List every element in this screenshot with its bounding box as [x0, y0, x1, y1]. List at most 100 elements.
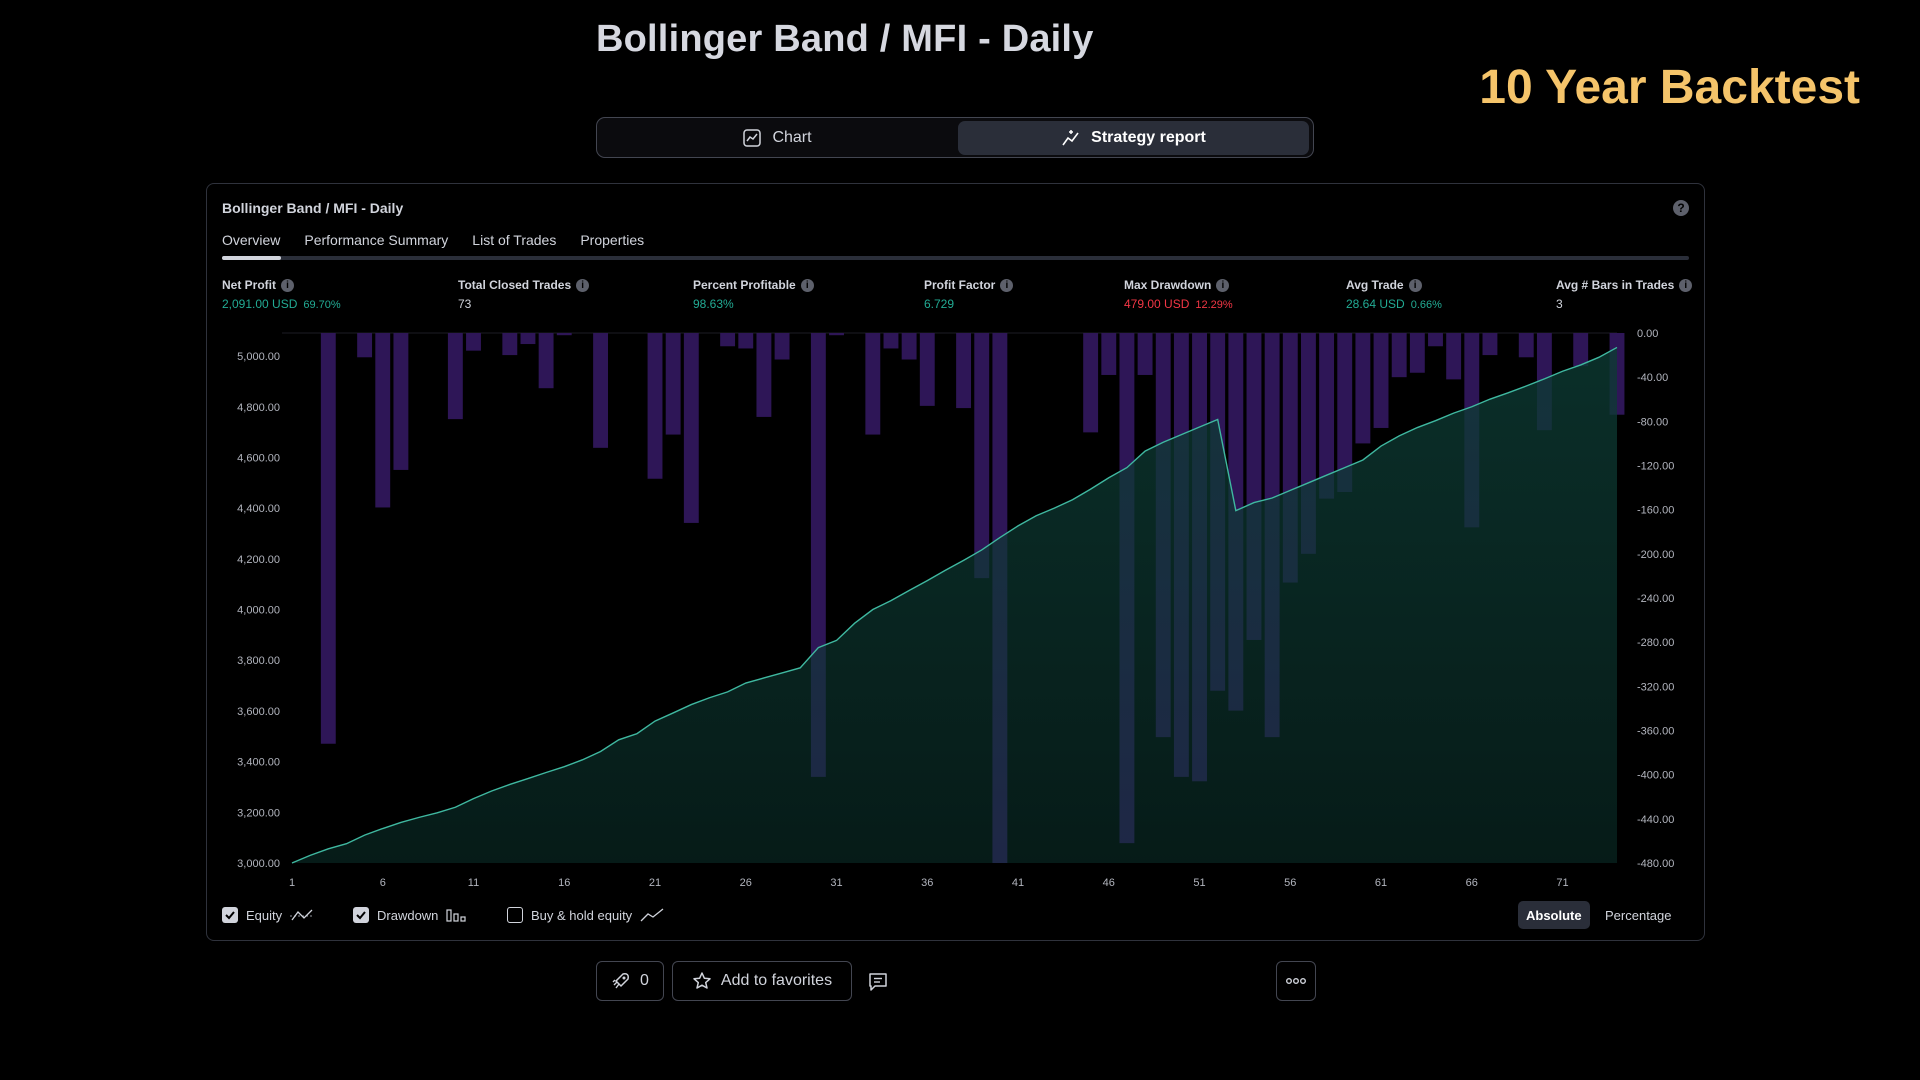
- drawdown-checkbox[interactable]: [353, 907, 369, 923]
- tab-properties[interactable]: Properties: [580, 232, 645, 248]
- metric-net-profit: Net Profit i 2,091.00 USD 69.70%: [222, 278, 341, 311]
- help-icon[interactable]: ?: [1673, 200, 1689, 216]
- metric-value: 28.64 USD: [1346, 297, 1405, 311]
- drawdown-bar: [829, 333, 844, 336]
- drawdown-bar: [974, 333, 990, 579]
- drawdown-bar: [883, 333, 899, 349]
- x-axis-tick-label: 61: [1375, 877, 1387, 889]
- x-axis-tick-label: 41: [1012, 877, 1024, 889]
- drawdown-bar: [919, 333, 935, 406]
- x-axis-tick-label: 11: [468, 877, 479, 889]
- chart-tab-button[interactable]: Chart: [600, 121, 954, 155]
- tab-performance-summary[interactable]: Performance Summary: [304, 232, 449, 248]
- legend-drawdown[interactable]: Drawdown: [353, 907, 467, 923]
- strategy-report-icon: [1062, 130, 1079, 146]
- x-axis-tick-label: 16: [558, 877, 570, 889]
- drawdown-bar: [393, 333, 409, 470]
- metric-label: Total Closed Trades: [458, 278, 572, 292]
- drawdown-bar: [447, 333, 463, 420]
- metric-label: Avg Trade: [1346, 278, 1404, 292]
- percentage-toggle-button[interactable]: Percentage: [1605, 907, 1672, 923]
- buy-hold-checkbox[interactable]: [507, 907, 523, 923]
- equity-drawdown-chart[interactable]: 5,000.00 4,800.00 4,600.00 4,400.00 4,200.00…: [207, 184, 1704, 894]
- equity-checkbox[interactable]: [222, 907, 238, 923]
- left-axis-tick-label: 3,600.00: [237, 706, 280, 718]
- drawdown-bar: [357, 333, 373, 358]
- left-axis-tick-label: 3,400.00: [237, 757, 280, 769]
- boost-count: 0: [640, 972, 649, 989]
- drawdown-label: Drawdown: [377, 907, 439, 923]
- x-axis-tick-label: 1: [289, 877, 295, 889]
- right-axis-tick-label: -400.00: [1637, 770, 1674, 782]
- drawdown-bar: [1355, 333, 1371, 444]
- comment-icon[interactable]: [866, 970, 890, 994]
- metric-avg-bars-in-trades: Avg # Bars in Trades i 3: [1556, 278, 1693, 311]
- right-axis-tick-label: -280.00: [1637, 637, 1674, 649]
- x-axis-tick-label: 46: [1103, 877, 1115, 889]
- drawdown-bar: [466, 333, 481, 351]
- tab-overview[interactable]: Overview: [222, 232, 281, 248]
- drawdown-bar: [683, 333, 699, 523]
- star-icon: [693, 972, 711, 989]
- buy-hold-line-icon: [640, 908, 664, 922]
- metric-label: Net Profit: [222, 278, 276, 292]
- metric-value: 3: [1556, 297, 1563, 311]
- info-icon[interactable]: i: [800, 278, 814, 292]
- left-axis-tick-label: 4,400.00: [237, 503, 280, 515]
- tab-underline: [222, 256, 1689, 260]
- metric-label: Avg # Bars in Trades: [1556, 278, 1675, 292]
- right-axis-tick-label: -160.00: [1637, 505, 1674, 517]
- drawdown-bar: [1083, 333, 1099, 433]
- right-axis-tick-label: -200.00: [1637, 549, 1674, 561]
- strategy-report-tab-button[interactable]: Strategy report: [958, 121, 1309, 155]
- boost-button[interactable]: 0: [596, 961, 664, 1001]
- drawdown-bar: [1101, 333, 1117, 375]
- metric-max-drawdown: Max Drawdown i 479.00 USD 12.29%: [1124, 278, 1233, 311]
- add-to-favorites-label: Add to favorites: [720, 972, 833, 989]
- more-icon: [1286, 978, 1306, 984]
- drawdown-bar: [320, 333, 336, 744]
- drawdown-bar: [1137, 333, 1153, 375]
- drawdown-bar: [647, 333, 663, 479]
- tab-list-of-trades[interactable]: List of Trades: [472, 232, 557, 248]
- left-axis-tick-label: 4,600.00: [237, 452, 280, 464]
- more-options-button[interactable]: [1276, 961, 1316, 1001]
- info-icon[interactable]: i: [1216, 278, 1230, 292]
- equity-line-icon: [290, 909, 315, 921]
- drawdown-bar: [1319, 333, 1335, 499]
- metric-value: 6.729: [924, 297, 955, 311]
- drawdown-bar: [375, 333, 391, 508]
- info-icon[interactable]: i: [1408, 278, 1422, 292]
- view-toggle: Chart Strategy report: [596, 117, 1314, 158]
- promo-text: 10 Year Backtest: [1479, 61, 1860, 114]
- info-icon[interactable]: i: [1679, 278, 1693, 292]
- strategy-report-tab-label: Strategy report: [1091, 129, 1206, 146]
- x-axis-tick-label: 26: [740, 877, 752, 889]
- absolute-toggle-button[interactable]: Absolute: [1518, 901, 1590, 929]
- x-axis-tick-label: 6: [380, 877, 386, 889]
- legend-buy-hold[interactable]: Buy & hold equity: [507, 907, 664, 923]
- drawdown-bar: [665, 333, 681, 435]
- right-axis-tick-label: -480.00: [1637, 858, 1674, 870]
- drawdown-bar: [1337, 333, 1353, 492]
- x-axis-tick-label: 71: [1556, 877, 1568, 889]
- equity-area: [292, 347, 1617, 863]
- add-to-favorites-button[interactable]: Add to favorites: [672, 961, 852, 1001]
- legend-equity[interactable]: Equity: [222, 907, 315, 923]
- metric-avg-trade: Avg Trade i 28.64 USD 0.66%: [1346, 278, 1442, 311]
- info-icon[interactable]: i: [576, 278, 590, 292]
- metric-label: Max Drawdown: [1124, 278, 1212, 292]
- x-axis-tick-label: 56: [1284, 877, 1296, 889]
- drawdown-bar: [756, 333, 772, 417]
- drawdown-bar: [1482, 333, 1498, 356]
- x-axis-tick-label: 51: [1193, 877, 1205, 889]
- metric-label: Percent Profitable: [693, 278, 796, 292]
- right-axis-tick-label: -440.00: [1637, 814, 1674, 826]
- equity-line: [291, 346, 1618, 864]
- drawdown-bar: [1373, 333, 1389, 428]
- metric-profit-factor: Profit Factor i 6.729: [924, 278, 1014, 311]
- metric-value: 98.63%: [693, 297, 734, 311]
- info-icon[interactable]: i: [1000, 278, 1014, 292]
- chart-icon: [743, 129, 762, 147]
- info-icon[interactable]: i: [281, 278, 294, 292]
